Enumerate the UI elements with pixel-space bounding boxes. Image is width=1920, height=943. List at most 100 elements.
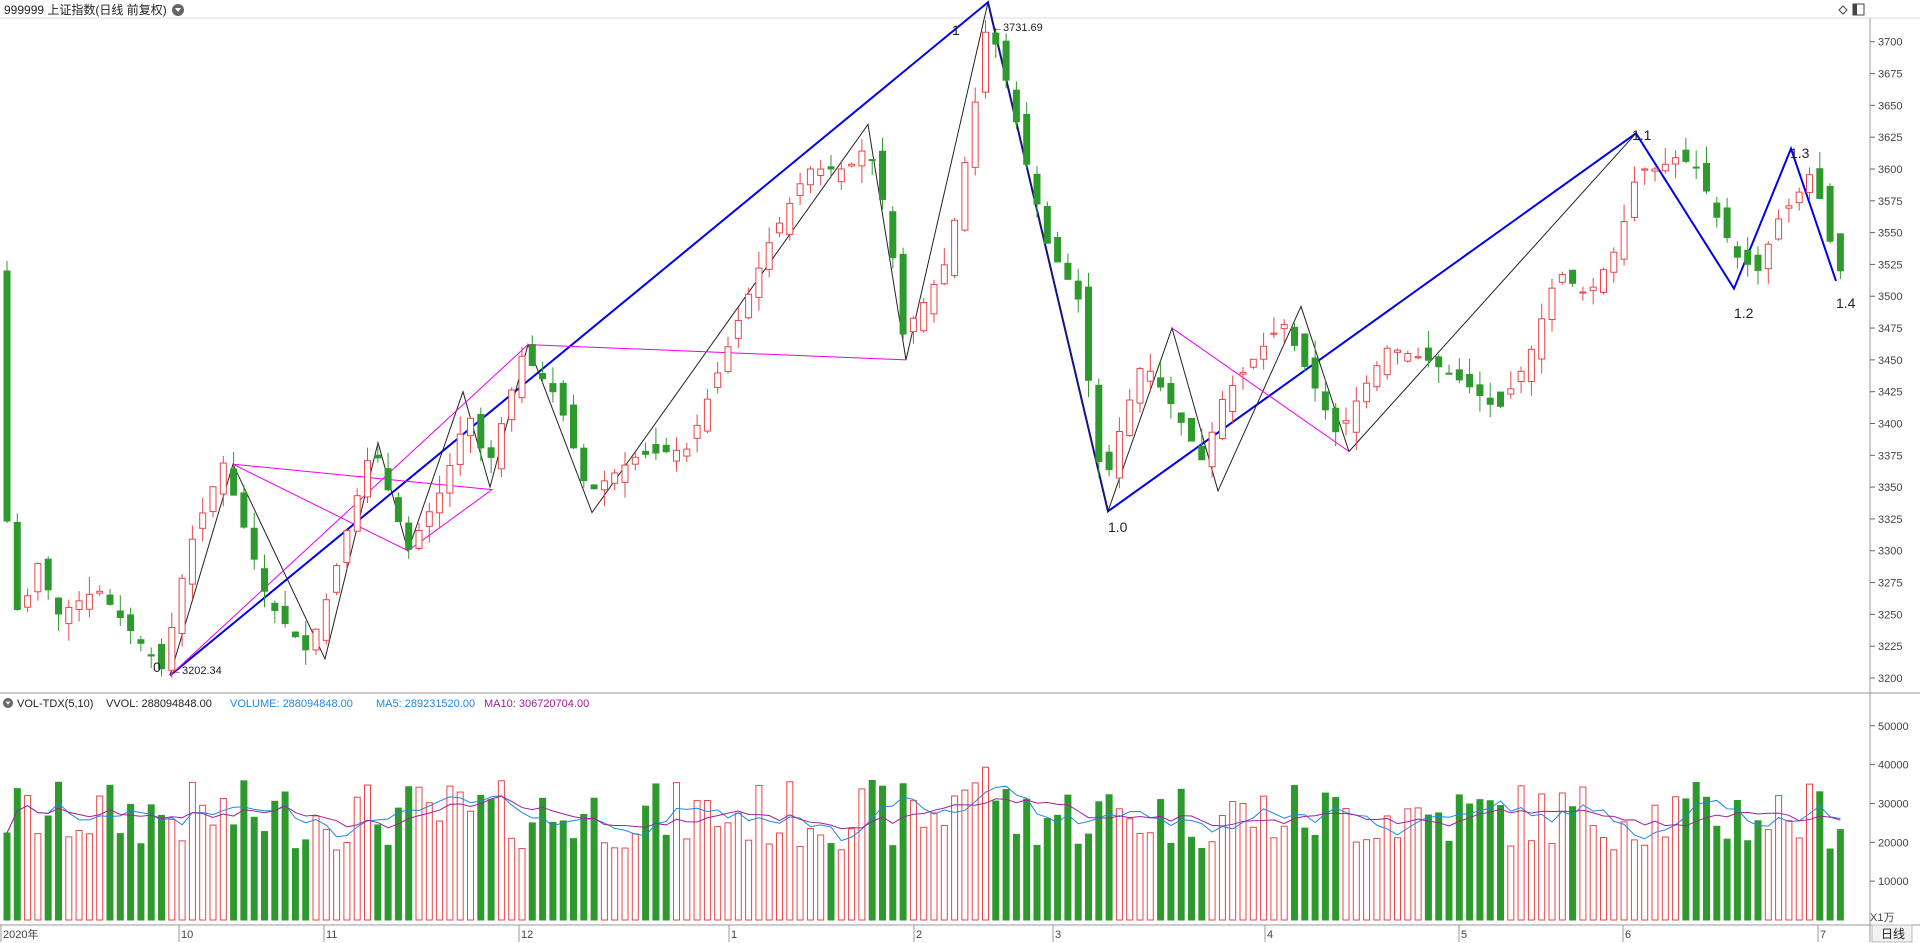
window-icon[interactable] — [1852, 3, 1865, 16]
volume-bar[interactable] — [858, 788, 866, 921]
volume-bar[interactable] — [1548, 842, 1556, 921]
volume-bar[interactable] — [1826, 848, 1834, 921]
volume-bar[interactable] — [1785, 820, 1793, 921]
volume-bar[interactable] — [889, 845, 897, 921]
volume-bar[interactable] — [1383, 815, 1391, 921]
candle-body[interactable] — [1672, 157, 1680, 165]
candle-body[interactable] — [1723, 207, 1731, 239]
volume-bar[interactable] — [467, 810, 474, 921]
volume-bar[interactable] — [1239, 803, 1247, 921]
volume-bar[interactable] — [34, 833, 42, 921]
volume-bar[interactable] — [631, 833, 639, 921]
volume-bar[interactable] — [1012, 833, 1020, 921]
candle-body[interactable] — [848, 163, 856, 167]
candle-body[interactable] — [1054, 237, 1062, 263]
volume-bar[interactable] — [1538, 793, 1546, 921]
volume-bar[interactable] — [1775, 795, 1783, 921]
volume-bar[interactable] — [497, 780, 505, 921]
volume-bar[interactable] — [384, 844, 392, 921]
candle-body[interactable] — [1126, 399, 1134, 436]
candle-body[interactable] — [1352, 400, 1360, 433]
candle-body[interactable] — [1486, 397, 1494, 405]
volume-bar[interactable] — [1517, 785, 1525, 921]
volume-bar[interactable] — [1033, 844, 1041, 921]
candle-body[interactable] — [1188, 417, 1195, 442]
volume-bar[interactable] — [436, 820, 444, 921]
candle-body[interactable] — [765, 242, 773, 270]
candle-body[interactable] — [1383, 347, 1391, 376]
candle-body[interactable] — [1177, 412, 1185, 423]
volume-bar[interactable] — [343, 841, 351, 921]
candle-body[interactable] — [693, 424, 701, 439]
volume-bar[interactable] — [776, 832, 783, 921]
candle-body[interactable] — [879, 150, 886, 200]
candle-body[interactable] — [1579, 291, 1587, 294]
candle-body[interactable] — [168, 627, 176, 671]
candle-body[interactable] — [281, 605, 289, 625]
volume-bar[interactable] — [1651, 804, 1659, 921]
candle-body[interactable] — [364, 460, 371, 498]
candle-body[interactable] — [1558, 274, 1566, 283]
candle-body[interactable] — [817, 168, 825, 177]
volume-bar[interactable] — [899, 783, 907, 921]
dropdown-icon[interactable] — [172, 4, 184, 16]
volume-bar[interactable] — [642, 805, 650, 921]
volume-bar[interactable] — [1703, 796, 1710, 921]
candle-body[interactable] — [147, 654, 155, 657]
volume-bar[interactable] — [1733, 800, 1741, 921]
candle-body[interactable] — [1424, 347, 1432, 361]
candle-body[interactable] — [1280, 323, 1288, 330]
volume-bar[interactable] — [714, 826, 722, 921]
volume-bar[interactable] — [322, 828, 330, 921]
volume-bar[interactable] — [374, 824, 382, 921]
volume-bar[interactable] — [1218, 814, 1226, 921]
volume-bar[interactable] — [1249, 826, 1257, 921]
candle-body[interactable] — [1497, 391, 1504, 407]
volume-bar[interactable] — [724, 822, 732, 921]
volume-bar[interactable] — [1589, 825, 1597, 921]
volume-bar[interactable] — [456, 791, 464, 921]
volume-bar[interactable] — [1569, 806, 1577, 921]
volume-bar[interactable] — [683, 838, 691, 921]
volume-bar[interactable] — [1424, 814, 1432, 921]
volume-bar[interactable] — [333, 849, 341, 921]
volume-bar[interactable] — [85, 833, 93, 921]
volume-bar[interactable] — [734, 812, 742, 921]
volume-bar[interactable] — [868, 780, 876, 921]
candles[interactable] — [3, 20, 1844, 679]
volume-bar[interactable] — [106, 784, 114, 921]
candle-body[interactable] — [1651, 168, 1659, 172]
volume-bar[interactable] — [909, 800, 917, 921]
candle-body[interactable] — [1455, 369, 1463, 381]
volume-bar[interactable] — [570, 838, 577, 921]
candle-body[interactable] — [1074, 280, 1082, 300]
volume-bar[interactable] — [1342, 807, 1350, 921]
volume-bar[interactable] — [96, 795, 104, 921]
volume-bar[interactable] — [817, 834, 825, 921]
candle-body[interactable] — [1764, 243, 1772, 270]
candle-body[interactable] — [518, 355, 526, 399]
volume-bar[interactable] — [1352, 841, 1360, 921]
volume-bar[interactable] — [1157, 799, 1165, 921]
candle-body[interactable] — [755, 267, 763, 298]
candle-body[interactable] — [992, 32, 1000, 45]
candle-body[interactable] — [1733, 246, 1741, 258]
volume-bar[interactable] — [992, 800, 1000, 921]
volume-bar[interactable] — [1414, 807, 1422, 921]
candle-body[interactable] — [158, 643, 165, 670]
volume-bar[interactable] — [1023, 798, 1031, 921]
volume-bar[interactable] — [1260, 795, 1268, 921]
candle-body[interactable] — [683, 448, 691, 457]
volume-bar[interactable] — [837, 849, 845, 921]
candle-body[interactable] — [116, 610, 124, 618]
candle-body[interactable] — [415, 529, 423, 549]
volume-bar[interactable] — [1074, 843, 1082, 921]
volume-bar[interactable] — [415, 786, 423, 921]
candle-body[interactable] — [920, 302, 928, 332]
volume-bar[interactable] — [528, 822, 536, 921]
candle-body[interactable] — [1249, 358, 1257, 368]
candle-body[interactable] — [1600, 269, 1607, 293]
candle-body[interactable] — [786, 202, 794, 236]
volume-bar[interactable] — [508, 837, 516, 921]
volume-bar[interactable] — [271, 800, 279, 921]
